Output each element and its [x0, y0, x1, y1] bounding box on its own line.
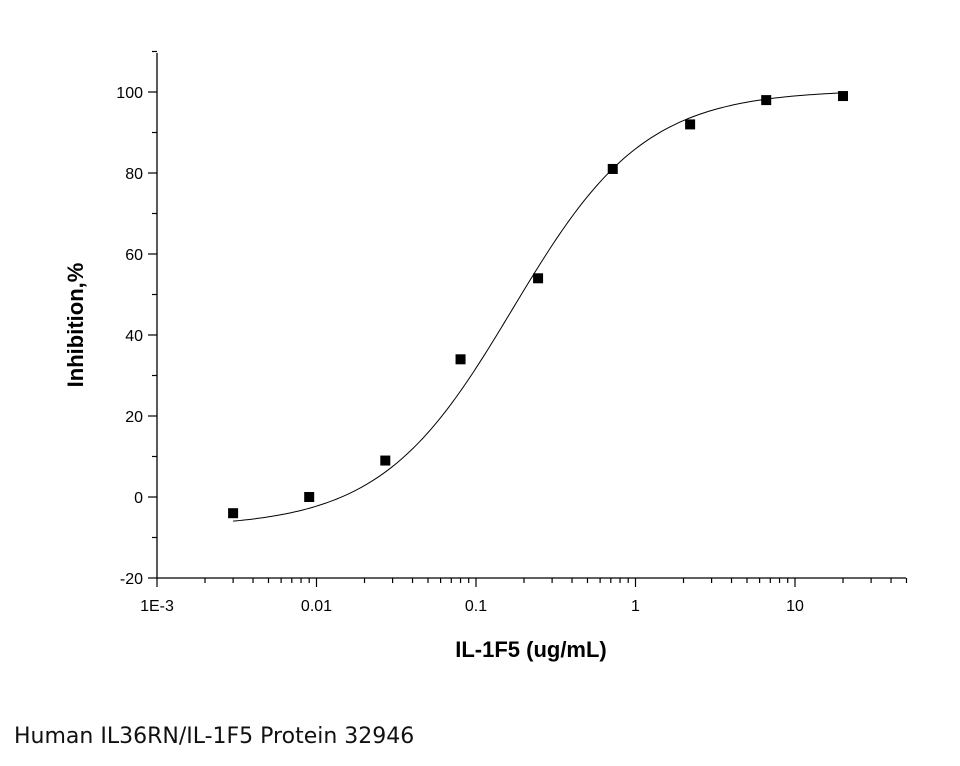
x-tick-label: 0.1: [465, 598, 487, 615]
y-tick-label: -20: [120, 571, 143, 588]
y-axis-title: Inhibition,%: [63, 263, 88, 388]
figure-caption: Human IL36RN/IL-1F5 Protein 32946: [14, 724, 415, 749]
x-tick-labels: 1E-3 0.01 0.1 1 10: [140, 598, 804, 615]
y-ticks: [148, 50, 157, 579]
x-axis: 1E-3 0.01 0.1 1 10: [140, 577, 908, 615]
data-point: [761, 95, 772, 106]
dose-response-chart: 1E-3 0.01 0.1 1 10 -20 0 20 40 60 80 100 IL-1F5 (u…: [63, 50, 908, 662]
data-point: [607, 163, 618, 174]
x-axis-title: IL-1F5 (ug/mL): [455, 637, 607, 662]
data-points: [228, 91, 849, 519]
data-point: [533, 273, 544, 284]
x-tick-label: 10: [786, 598, 804, 615]
data-point: [380, 455, 391, 466]
x-tick-label: 1: [631, 598, 640, 615]
data-point: [838, 91, 849, 102]
y-tick-label: 60: [125, 247, 143, 264]
y-tick-label: 80: [125, 166, 143, 183]
y-tick-label: 40: [125, 328, 143, 345]
data-point: [228, 508, 239, 519]
data-point: [304, 492, 315, 502]
data-point: [685, 119, 696, 130]
y-axis: -20 0 20 40 60 80 100: [116, 50, 158, 588]
y-tick-label: 100: [116, 85, 143, 102]
x-tick-label: 1E-3: [140, 598, 174, 615]
y-tick-labels: -20 0 20 40 60 80 100: [116, 85, 143, 588]
x-ticks: [156, 578, 908, 587]
y-tick-label: 0: [134, 490, 143, 507]
x-tick-label: 0.01: [301, 598, 332, 615]
fit-curve: [233, 92, 844, 522]
data-point: [455, 354, 466, 365]
y-tick-label: 20: [125, 409, 143, 426]
